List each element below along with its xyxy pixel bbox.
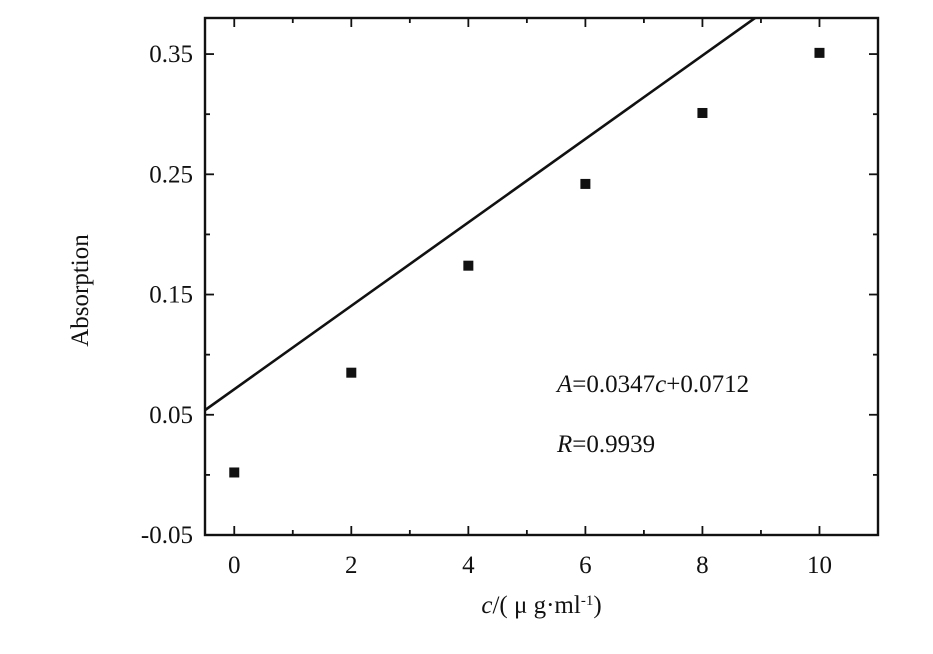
fit-equation-part: c [655, 371, 666, 398]
fit-equation-part: A [555, 371, 573, 398]
y-tick-label: 0.15 [149, 282, 193, 309]
correlation-coefficient: R=0.9939 [556, 431, 655, 458]
data-points [229, 47, 825, 478]
y-tick-label: -0.05 [141, 522, 193, 549]
y-tick-label: 0.05 [149, 402, 193, 429]
ticks: 0 2 4 6 8 10 -0.05 0.05 0.15 0.25 0.35 [141, 18, 879, 579]
x-tick-label: 10 [807, 552, 832, 579]
x-tick-label: 0 [228, 552, 241, 579]
y-tick-label: 0.35 [149, 41, 193, 68]
fit-line [205, 18, 758, 412]
fit-equation: A=0.0347c+0.0712 [555, 371, 749, 398]
data-point [463, 260, 474, 271]
data-point [697, 107, 708, 118]
y-axis-title: Absorption [67, 234, 94, 347]
data-point [229, 467, 240, 478]
fit-equation-part: =0.0347 [572, 371, 655, 398]
fit-equation-part: +0.0712 [666, 371, 749, 398]
x-tick-label: 8 [696, 552, 709, 579]
data-point [580, 178, 591, 189]
x-axis-title-part: /( μ g·ml [492, 592, 580, 619]
x-axis-title-superscript: -1 [581, 593, 594, 609]
correlation-part: =0.9939 [572, 431, 655, 458]
y-tick-label: 0.25 [149, 161, 193, 188]
data-point [814, 47, 825, 58]
x-tick-label: 6 [579, 552, 592, 579]
x-tick-label: 2 [345, 552, 358, 579]
x-axis-title: c/( μ g·ml-1) [481, 592, 601, 619]
data-point [346, 367, 357, 378]
fit-line-group [205, 18, 758, 412]
x-axis-title-close: ) [593, 592, 601, 619]
correlation-part: R [556, 431, 572, 458]
x-axis-title-part: c [481, 592, 492, 619]
axes [203, 16, 880, 537]
plot-frame [203, 16, 880, 537]
x-tick-label: 4 [462, 552, 475, 579]
